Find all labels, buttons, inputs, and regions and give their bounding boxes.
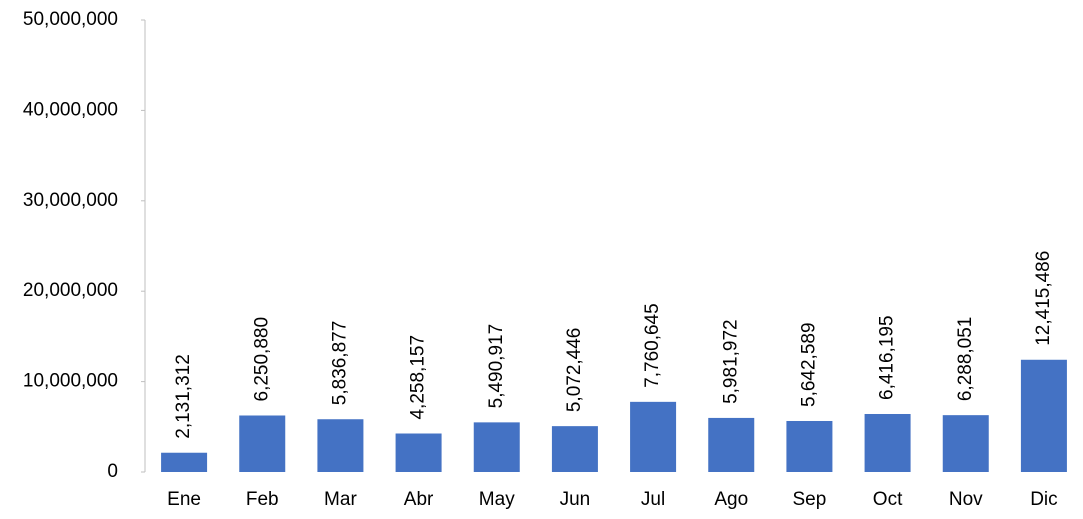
y-tick-label: 40,000,000 xyxy=(23,99,118,120)
data-label: 6,416,195 xyxy=(877,315,898,400)
x-tick-label: Dic xyxy=(1030,489,1057,510)
bar xyxy=(552,426,598,472)
bar xyxy=(630,402,676,472)
bar xyxy=(474,422,520,472)
bar xyxy=(161,453,207,472)
x-tick-label: Feb xyxy=(246,489,279,510)
bar xyxy=(239,415,285,472)
y-tick-label: 0 xyxy=(107,461,118,482)
x-tick-label: Mar xyxy=(324,489,357,510)
y-tick-label: 30,000,000 xyxy=(23,190,118,211)
y-tick-label: 50,000,000 xyxy=(23,9,118,30)
y-tick-label: 20,000,000 xyxy=(23,280,118,301)
x-tick-label: Nov xyxy=(949,489,983,510)
data-label: 7,760,645 xyxy=(642,303,663,388)
data-label: 5,836,877 xyxy=(329,321,350,406)
bar xyxy=(708,418,754,472)
x-tick-label: Sep xyxy=(793,489,827,510)
x-tick-label: Abr xyxy=(404,489,434,510)
data-label: 12,415,486 xyxy=(1033,251,1054,346)
data-label: 5,981,972 xyxy=(720,319,741,404)
bar xyxy=(1021,360,1067,472)
y-tick-label: 10,000,000 xyxy=(23,371,118,392)
x-tick-label: Ene xyxy=(167,489,201,510)
data-label: 5,490,917 xyxy=(486,324,507,409)
x-tick-label: Jun xyxy=(560,489,591,510)
data-label: 6,250,880 xyxy=(251,317,272,402)
data-label: 2,131,312 xyxy=(173,354,194,439)
data-label: 4,258,157 xyxy=(408,335,429,420)
data-label: 6,288,051 xyxy=(955,317,976,402)
bar xyxy=(786,421,832,472)
bar xyxy=(396,434,442,472)
x-tick-label: Oct xyxy=(873,489,903,510)
x-tick-label: Ago xyxy=(714,489,748,510)
bar xyxy=(317,419,363,472)
x-tick-label: May xyxy=(479,489,515,510)
data-label: 5,642,589 xyxy=(798,322,819,407)
data-label: 5,072,446 xyxy=(564,328,585,413)
x-tick-label: Jul xyxy=(641,489,665,510)
chart: 0 10,000,000 20,000,000 30,000,000 40,000,00… xyxy=(0,0,1083,519)
bar xyxy=(865,414,911,472)
bar xyxy=(943,415,989,472)
